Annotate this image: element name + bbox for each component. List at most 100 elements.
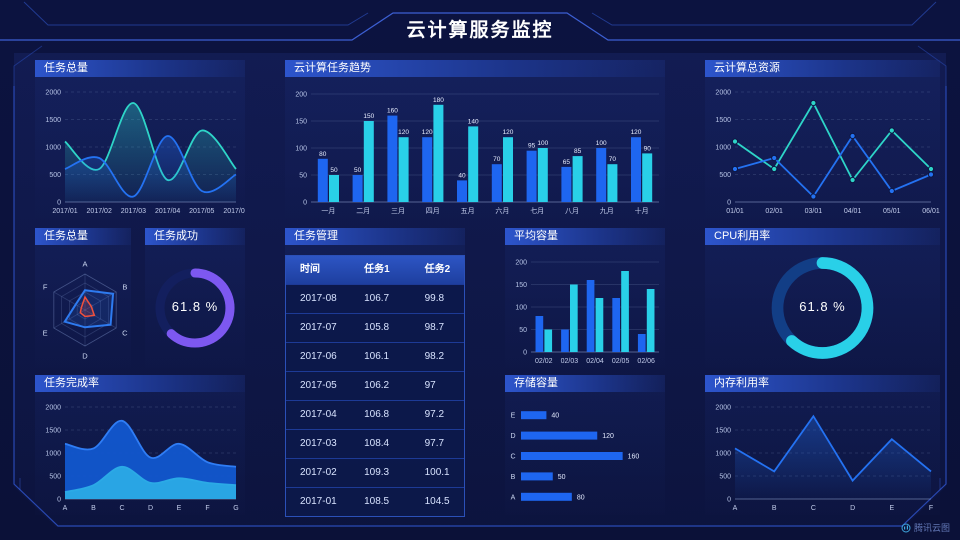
task-table: 时间 任务1 任务2 2017-08 106.7 99.8 2017-07 105.8 98.7… <box>285 255 465 517</box>
table-row: 2017-04 106.8 97.2 <box>286 400 464 429</box>
table-cell: 99.8 <box>424 293 445 304</box>
svg-text:80: 80 <box>577 494 585 501</box>
svg-text:70: 70 <box>493 156 501 163</box>
panel-memory: 内存利用率 0 500 1000 1500 2000 A B C D E F <box>705 375 940 515</box>
svg-text:四月: 四月 <box>426 207 440 215</box>
svg-text:1500: 1500 <box>45 117 61 124</box>
svg-text:04/01: 04/01 <box>844 208 862 215</box>
panel-title: 平均容量 <box>505 228 665 245</box>
svg-text:六月: 六月 <box>495 206 509 215</box>
svg-text:02/06: 02/06 <box>637 358 655 365</box>
table-cell: 105.8 <box>364 322 390 333</box>
svg-text:1500: 1500 <box>715 428 731 435</box>
table-cell: 2017-07 <box>300 322 337 333</box>
svg-text:02/04: 02/04 <box>586 358 604 365</box>
svg-text:F: F <box>205 505 209 512</box>
table-cell: 97.2 <box>424 409 445 420</box>
table-cell: 2017-05 <box>300 380 337 391</box>
table-row: 2017-08 106.7 99.8 <box>286 284 464 313</box>
table-cell: 104.5 <box>424 496 450 507</box>
donut-value: 61.8 % <box>799 299 846 314</box>
svg-text:B: B <box>772 505 777 512</box>
svg-text:0: 0 <box>57 497 61 504</box>
table-row: 2017-02 109.3 100.1 <box>286 458 464 487</box>
table-cell: 106.2 <box>364 380 390 391</box>
svg-text:2000: 2000 <box>45 90 61 97</box>
svg-text:1500: 1500 <box>715 117 731 124</box>
svg-text:120: 120 <box>602 433 614 440</box>
panel-title: CPU利用率 <box>705 228 940 245</box>
table-cell: 2017-04 <box>300 409 337 420</box>
svg-text:三月: 三月 <box>391 207 405 215</box>
svg-text:E: E <box>889 505 894 512</box>
panel-task-success: 任务成功 61.8 % <box>145 228 245 368</box>
panel-title: 云计算总资源 <box>705 60 940 77</box>
svg-text:150: 150 <box>515 282 527 289</box>
svg-text:140: 140 <box>468 118 479 125</box>
svg-text:一月: 一月 <box>321 207 335 215</box>
svg-text:150: 150 <box>363 113 374 120</box>
svg-text:0: 0 <box>727 200 731 207</box>
svg-text:500: 500 <box>719 474 731 481</box>
panel-title: 任务管理 <box>285 228 465 245</box>
svg-text:B: B <box>122 283 127 292</box>
svg-text:02/03: 02/03 <box>561 358 579 365</box>
svg-text:C: C <box>510 454 515 461</box>
table-cell: 98.7 <box>424 322 445 333</box>
svg-text:180: 180 <box>433 97 444 104</box>
chart-task-radar: A B C D E F <box>35 248 131 368</box>
svg-text:二月: 二月 <box>356 207 370 215</box>
svg-text:120: 120 <box>398 129 409 136</box>
svg-text:50: 50 <box>354 167 362 174</box>
panel-cloud-resource: 云计算总资源 0 500 1000 1500 2000 01/01 02/01 03/01 04… <box>705 60 940 218</box>
svg-text:F: F <box>43 283 48 292</box>
panel-storage: 存储容量 E 40 D 120 C 160 B 50 A 80 <box>505 375 665 515</box>
svg-text:2017/04: 2017/04 <box>155 208 180 215</box>
svg-text:八月: 八月 <box>565 207 579 215</box>
panel-task-total-line: 任务总量 0 500 1000 1500 2000 2017/01 2017/02 2017/… <box>35 60 249 218</box>
panel-cpu-usage: CPU利用率 61.8 % <box>705 228 940 368</box>
svg-text:200: 200 <box>515 260 527 267</box>
svg-text:01/01: 01/01 <box>726 208 744 215</box>
table-cell: 2017-06 <box>300 351 337 362</box>
svg-text:B: B <box>91 505 96 512</box>
chart-task-success-donut <box>145 248 245 368</box>
panel-title: 任务总量 <box>35 60 245 77</box>
table-header-cell: 任务2 <box>424 264 451 275</box>
svg-text:D: D <box>850 505 855 512</box>
chart-cpu-usage-donut <box>705 248 940 368</box>
table-row: 2017-05 106.2 97 <box>286 371 464 400</box>
svg-text:C: C <box>811 505 816 512</box>
svg-text:A: A <box>733 505 738 512</box>
tencent-cloud-logo-icon <box>901 523 911 532</box>
table-cell: 2017-01 <box>300 496 337 507</box>
svg-text:50: 50 <box>519 327 527 334</box>
svg-text:90: 90 <box>644 145 652 152</box>
svg-text:100: 100 <box>295 146 307 153</box>
svg-text:150: 150 <box>295 119 307 126</box>
watermark-label: 腾讯云图 <box>913 523 950 533</box>
svg-text:80: 80 <box>319 151 327 158</box>
table-cell: 108.5 <box>364 496 390 507</box>
svg-text:九月: 九月 <box>600 206 614 215</box>
svg-text:500: 500 <box>49 172 61 179</box>
svg-text:50: 50 <box>558 474 566 481</box>
svg-text:0: 0 <box>57 200 61 207</box>
svg-text:2017/01: 2017/01 <box>52 208 77 215</box>
table-cell: 100.1 <box>424 467 450 478</box>
svg-text:2017/03: 2017/03 <box>121 208 146 215</box>
table-row: 2017-06 106.1 98.2 <box>286 342 464 371</box>
panel-task-trend: 云计算任务趋势 0 50 100 150 200 一月 二月 三月 四月 五月 六月 七月 八月 九月 十月… <box>285 60 665 218</box>
chart-avg-capacity-bars: 0 50 100 150 200 02/02 02/03 02/04 02/05 02/06 <box>505 248 665 368</box>
svg-text:02/05: 02/05 <box>612 358 630 365</box>
panel-title: 存储容量 <box>505 375 665 392</box>
table-cell: 106.1 <box>364 351 390 362</box>
table-cell: 2017-02 <box>300 467 337 478</box>
panel-avg-capacity: 平均容量 0 50 100 150 200 02/02 02/03 02/04 02/05 02/… <box>505 228 665 368</box>
panel-task-radar: 任务总量 A B C D E F <box>35 228 131 368</box>
svg-text:G: G <box>233 505 238 512</box>
svg-text:1000: 1000 <box>45 145 61 152</box>
table-row: 2017-01 108.5 104.5 <box>286 487 464 516</box>
table-cell: 2017-08 <box>300 293 337 304</box>
